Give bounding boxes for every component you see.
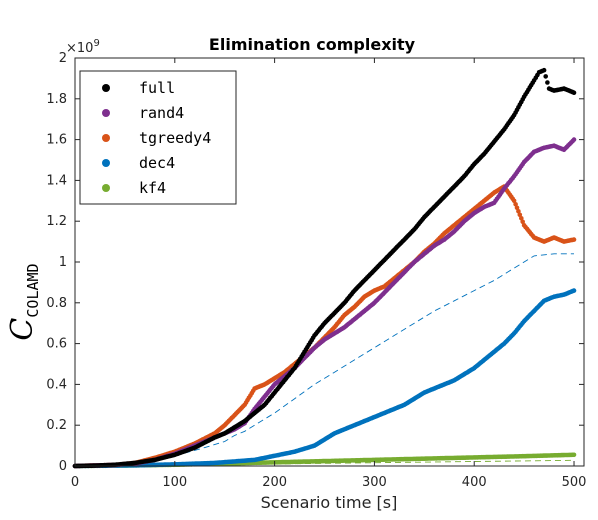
legend: full rand4 tgreedy4 dec4 kf4 — [79, 70, 237, 205]
y-tick-label: 1.4 — [46, 173, 67, 188]
y-axis-label: CCOLAMD — [5, 263, 42, 340]
data-point — [520, 219, 525, 225]
x-axis-label: Scenario time [s] — [261, 493, 398, 512]
y-tick-label: 1.8 — [46, 92, 67, 107]
y-tick-label: 0.2 — [46, 418, 67, 433]
data-point — [541, 67, 547, 73]
series-points — [72, 67, 577, 469]
x-tick-label: 300 — [362, 475, 387, 490]
y-tick-label: 0.6 — [46, 337, 67, 352]
y-tick-label: 2 — [59, 51, 67, 66]
legend-marker-tgreedy4 — [102, 134, 110, 142]
x-tick-label: 500 — [562, 475, 587, 490]
data-point — [571, 90, 577, 95]
y-tick-label: 0.8 — [46, 296, 67, 311]
data-point — [571, 237, 577, 242]
y-tick-label: 1.2 — [46, 214, 67, 229]
data-point — [571, 452, 577, 458]
y-axis-label-sub: COLAMD — [24, 263, 42, 317]
data-point — [513, 202, 518, 207]
data-point — [545, 80, 550, 85]
data-point — [571, 288, 577, 293]
series-full — [72, 67, 577, 469]
y-tick-label: 1.6 — [46, 133, 67, 148]
legend-label-rand4: rand4 — [139, 104, 184, 122]
y-multiplier-exponent: 9 — [93, 38, 99, 49]
y-axis-label-main: C — [5, 318, 40, 341]
x-tick-label: 100 — [162, 475, 187, 490]
legend-label-full: full — [139, 79, 175, 97]
legend-label-dec4: dec4 — [139, 154, 175, 172]
y-multiplier-base: ×10 — [66, 41, 93, 56]
y-axis-ticks: 0 0.2 0.4 0.6 0.8 1 1.2 1.4 1.6 1.8 2 — [46, 51, 584, 474]
y-tick-label: 1 — [59, 255, 67, 270]
data-point — [511, 198, 517, 204]
legend-marker-full — [102, 84, 110, 92]
svg-text:CCOLAMD: CCOLAMD — [5, 263, 42, 340]
data-point — [519, 216, 524, 221]
x-tick-label: 200 — [262, 475, 287, 490]
data-point — [516, 209, 521, 214]
data-point — [514, 205, 520, 211]
y-multiplier: ×109 — [66, 38, 100, 56]
legend-marker-rand4 — [102, 109, 110, 117]
x-tick-label: 400 — [462, 475, 487, 490]
data-point — [571, 137, 577, 142]
legend-label-kf4: kf4 — [139, 179, 166, 197]
legend-marker-kf4 — [102, 184, 110, 192]
y-tick-label: 0 — [59, 459, 67, 474]
legend-label-tgreedy4: tgreedy4 — [139, 129, 211, 147]
x-tick-label: 0 — [71, 475, 79, 490]
x-axis-ticks: 0 100 200 300 400 500 — [71, 58, 587, 490]
legend-marker-dec4 — [102, 159, 110, 167]
data-point — [543, 74, 548, 79]
legend-items: full rand4 tgreedy4 dec4 kf4 — [102, 79, 211, 197]
y-tick-label: 0.4 — [46, 377, 67, 392]
chart-title: Elimination complexity — [209, 35, 416, 54]
data-point — [517, 212, 523, 218]
